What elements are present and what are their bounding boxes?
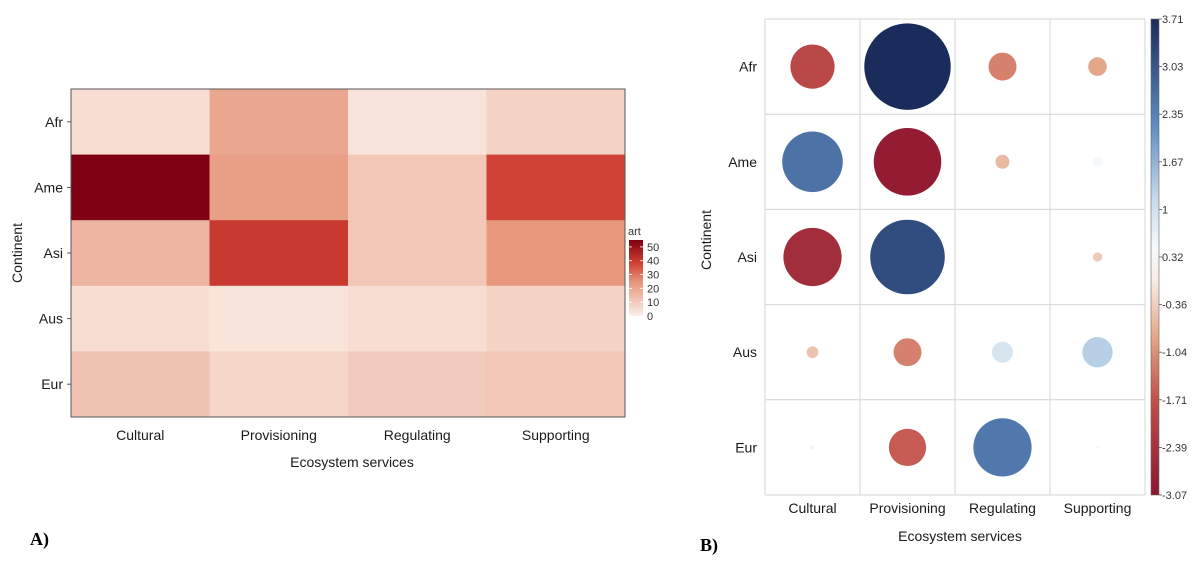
x-axis-label: Ecosystem services <box>898 528 1022 544</box>
heatmap-cell-ame-regulating <box>348 154 487 221</box>
y-axis-label: Continent <box>9 223 25 283</box>
x-tick-label: Provisioning <box>241 427 317 443</box>
legend-tick-label: 0 <box>647 311 653 323</box>
heatmap-cell-eur-regulating <box>348 351 487 418</box>
legend-colorbar <box>1150 18 1160 496</box>
bubble-eur-supporting <box>1096 446 1099 449</box>
heatmap-cell-asi-regulating <box>348 220 487 287</box>
heatmap-cell-aus-cultural <box>71 285 210 352</box>
y-tick-labels: Afr Ame Asi Aus Eur <box>34 114 71 392</box>
x-tick-label: Provisioning <box>869 500 945 516</box>
bubble-asi-supporting <box>1092 252 1103 262</box>
legend-tick-label: 3.71 <box>1162 14 1183 26</box>
bubble-aus-cultural <box>806 346 819 359</box>
y-axis-label: Continent <box>698 210 714 270</box>
x-tick-label: Cultural <box>116 427 164 443</box>
heatmap-cell-asi-cultural <box>71 220 210 287</box>
heatmap-cell-aus-supporting <box>486 285 626 352</box>
panel-label-b: B) <box>700 535 718 556</box>
x-tick-labels: Cultural Provisioning Regulating Supporting <box>788 500 1131 516</box>
bubble-afr-regulating <box>988 52 1017 81</box>
panel-label-a: A) <box>30 529 49 550</box>
y-tick-label: Ame <box>34 179 63 195</box>
bubble-eur-regulating <box>973 418 1032 477</box>
bubble-ame-provisioning <box>873 128 942 196</box>
legend-tick-label: 1 <box>1162 204 1168 216</box>
panel-b-bubble-matrix: Afr Ame Asi Aus Eur Cultural Provisioning Regu… <box>698 14 1187 556</box>
y-tick-label: Asi <box>738 249 757 265</box>
heatmap-cell-ame-supporting <box>486 154 626 221</box>
heatmap-cell-eur-provisioning <box>209 351 349 418</box>
y-tick-label: Aus <box>733 344 757 360</box>
heatmap-cell-afr-supporting <box>486 89 626 156</box>
heatmap-cell-ame-provisioning <box>209 154 349 221</box>
bubble-aus-regulating <box>992 341 1013 363</box>
legend-tick-label: -1.71 <box>1162 395 1187 407</box>
x-tick-label: Cultural <box>788 500 836 516</box>
y-tick-label: Eur <box>41 376 63 392</box>
heatmap-cell-asi-provisioning <box>209 220 349 287</box>
heatmap-cell-aus-provisioning <box>209 285 349 352</box>
bubble-eur-provisioning <box>888 428 927 467</box>
legend-ticks: 3.71 3.03 2.35 1.67 1 0.32 -0.36 -1.04 -1.71 -2.3… <box>1159 14 1187 502</box>
bubble-afr-cultural <box>790 44 835 89</box>
legend-tick-label: -2.39 <box>1162 442 1187 454</box>
x-axis-label: Ecosystem services <box>290 454 414 470</box>
heatmap-cell-afr-regulating <box>348 89 487 156</box>
bubble-aus-supporting <box>1082 337 1113 368</box>
bubble-ame-supporting <box>1092 156 1103 168</box>
bubbles <box>782 23 1113 477</box>
bubble-ame-regulating <box>995 154 1010 169</box>
heatmap-cell-eur-cultural <box>71 351 210 418</box>
bubble-ame-cultural <box>782 131 843 193</box>
bubble-afr-supporting <box>1088 57 1107 76</box>
legend-tick-label: -1.04 <box>1162 347 1187 359</box>
grid <box>764 18 1146 496</box>
bubble-asi-cultural <box>783 227 842 287</box>
legend-tick-label: 2.35 <box>1162 109 1183 121</box>
y-tick-label: Ame <box>728 154 757 170</box>
legend-tick-label: 40 <box>647 256 659 268</box>
heatmap-cell-afr-provisioning <box>209 89 349 156</box>
legend-tick-label: 20 <box>647 283 659 295</box>
y-tick-labels: Afr Ame Asi Aus Eur <box>728 59 757 456</box>
panel-a-heatmap: Afr Ame Asi Aus Eur Cultural Provisioning Regu… <box>9 88 659 550</box>
legend-title: art <box>628 226 641 238</box>
heatmap-cell-aus-regulating <box>348 285 487 352</box>
bubble-aus-provisioning <box>893 338 922 367</box>
legend-tick-label: 3.03 <box>1162 62 1183 74</box>
x-tick-label: Regulating <box>969 500 1036 516</box>
x-tick-labels: Cultural Provisioning Regulating Supporting <box>116 427 589 443</box>
legend-tick-label: -0.36 <box>1162 300 1187 312</box>
y-tick-label: Aus <box>39 311 63 327</box>
heatmap-cell-afr-cultural <box>71 89 210 156</box>
x-tick-label: Regulating <box>384 427 451 443</box>
legend-colorbar <box>629 240 643 316</box>
legend-tick-label: 30 <box>647 270 659 282</box>
y-tick-label: Asi <box>44 245 63 261</box>
y-tick-label: Eur <box>735 439 757 455</box>
legend-tick-label: 50 <box>647 242 659 254</box>
heatmap-cells <box>71 89 626 418</box>
bubble-asi-provisioning <box>870 219 945 295</box>
bubble-eur-cultural <box>810 445 815 450</box>
y-tick-label: Afr <box>739 59 757 75</box>
colorbar-legend: 3.71 3.03 2.35 1.67 1 0.32 -0.36 -1.04 -1.71 -2.3… <box>1150 14 1187 502</box>
legend-tick-label: 0.32 <box>1162 252 1183 264</box>
legend-tick-label: 10 <box>647 297 659 309</box>
x-tick-label: Supporting <box>1064 500 1132 516</box>
heatmap-cell-asi-supporting <box>486 220 626 287</box>
heatmap-cell-ame-cultural <box>71 154 210 221</box>
x-tick-label: Supporting <box>522 427 590 443</box>
heatmap-cell-eur-supporting <box>486 351 626 418</box>
y-tick-label: Afr <box>45 114 63 130</box>
legend-tick-label: 1.67 <box>1162 157 1183 169</box>
legend-tick-label: -3.07 <box>1162 490 1187 502</box>
bubble-afr-provisioning <box>864 23 951 110</box>
